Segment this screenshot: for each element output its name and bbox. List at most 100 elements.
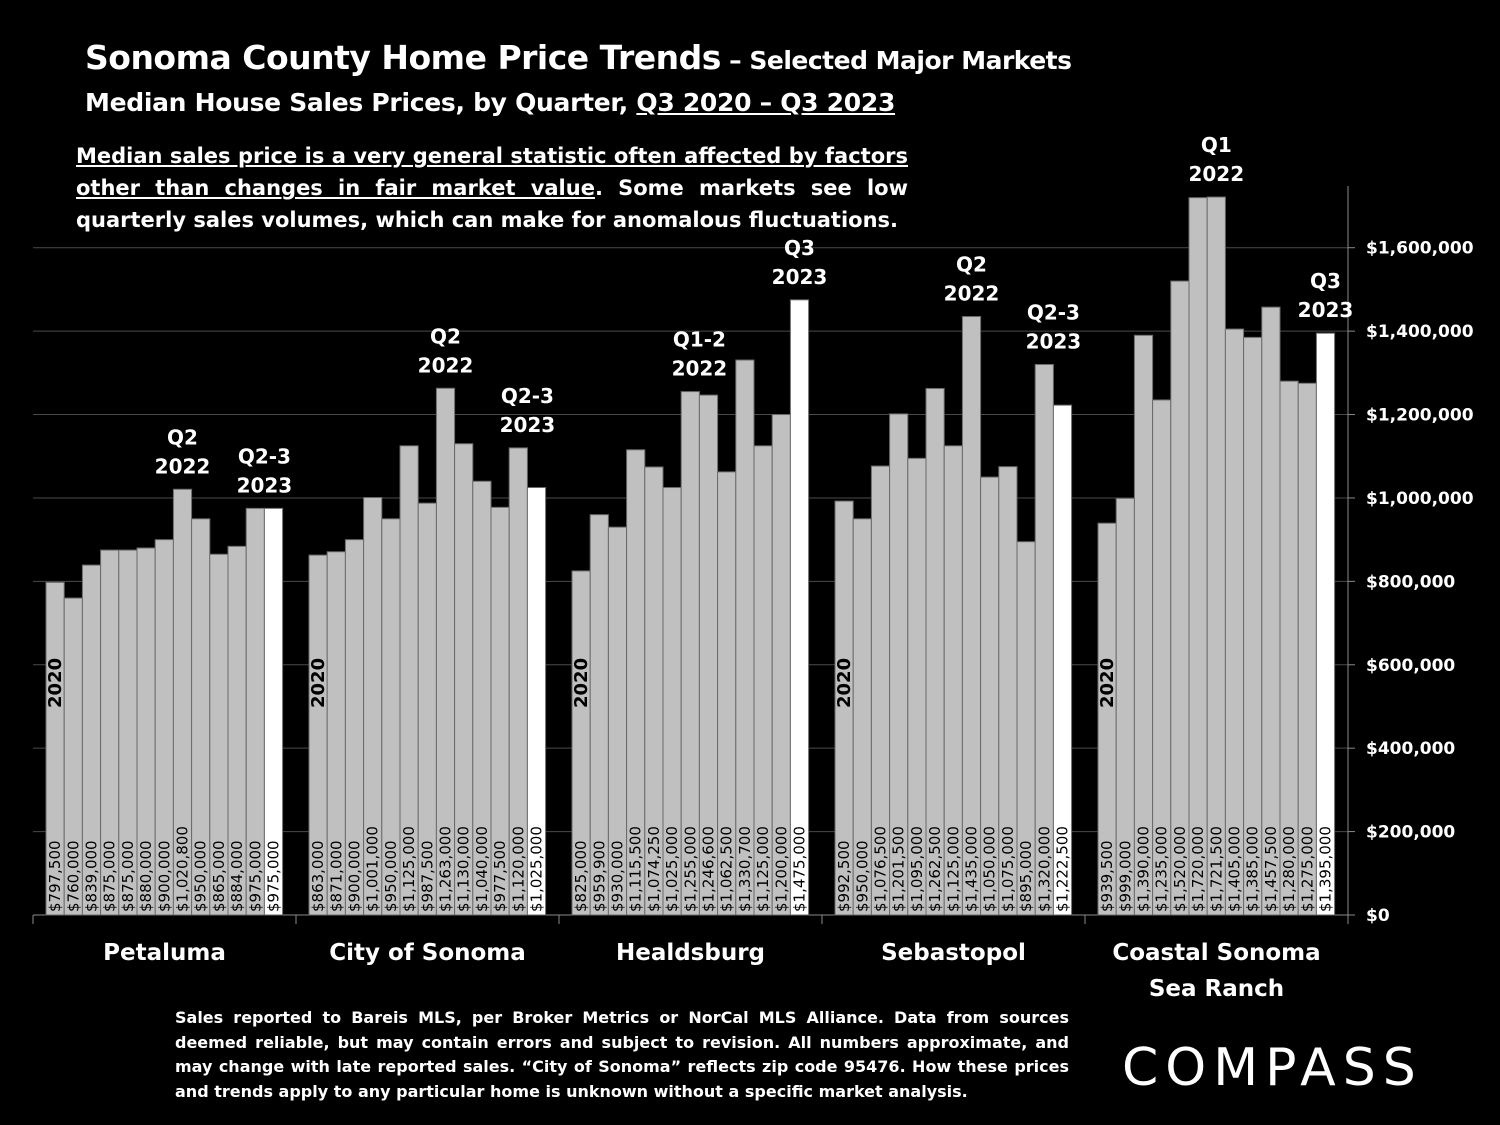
bar [1206, 196, 1226, 916]
bar-value-label: $1,040,000 [473, 826, 491, 912]
bar-value-label: $1,385,000 [1244, 826, 1262, 912]
bar [526, 487, 547, 916]
first-year-label: 2020 [45, 658, 66, 708]
bar [789, 299, 810, 916]
y-tick-label: $1,600,000 [1366, 239, 1474, 259]
quarter-annotation: 2023 [1026, 329, 1082, 353]
market-label: Healdsburg [616, 940, 765, 966]
bar-value-label: $1,200,000 [772, 826, 790, 912]
bar-value-label: $950,000 [192, 840, 210, 912]
bar-value-label: $1,125,000 [944, 826, 962, 912]
bar-value-label: $1,721,500 [1207, 826, 1225, 912]
quarter-annotation: 2023 [1298, 298, 1354, 322]
bar-value-label: $1,457,500 [1262, 826, 1280, 912]
bar-value-label: $1,125,000 [754, 826, 772, 912]
compass-logo: COMPASS [1122, 1038, 1423, 1098]
chart-title-main: Sonoma County Home Price Trends [85, 38, 721, 77]
bar-value-label: $863,000 [309, 840, 327, 912]
quarter-annotation: Q3 [1310, 269, 1341, 293]
bar-value-label: $1,262,500 [926, 826, 944, 912]
disclaimer-note: Median sales price is a very general sta… [76, 140, 908, 236]
y-tick-label: $1,400,000 [1366, 322, 1474, 342]
first-year-label: 2020 [308, 658, 329, 708]
bar-value-label: $900,000 [155, 840, 173, 912]
bar-value-label: $950,000 [853, 840, 871, 912]
bar-value-label: $1,475,000 [791, 826, 809, 912]
chart-title-sub: – Selected Major Markets [720, 46, 1072, 75]
quarter-annotation: Q2 [430, 324, 461, 348]
chart-subtitle-range: Q3 2020 – Q3 2023 [636, 88, 896, 117]
bar-value-label: $1,074,250 [645, 826, 663, 912]
bar-value-label: $1,435,000 [963, 826, 981, 912]
y-tick-label: $200,000 [1366, 823, 1455, 843]
bar-value-label: $760,000 [64, 840, 82, 912]
bar-value-label: $880,000 [137, 840, 155, 912]
bar-value-label: $1,025,000 [663, 826, 681, 912]
bar-value-label: $930,000 [609, 840, 627, 912]
chart-title: Sonoma County Home Price Trends – Select… [85, 38, 1072, 77]
bar-value-label: $950,000 [382, 840, 400, 912]
quarter-annotation: Q3 [784, 236, 815, 260]
y-tick-label: $1,000,000 [1366, 489, 1474, 509]
quarter-annotation: 2023 [500, 413, 556, 437]
quarter-annotation: 2022 [155, 454, 211, 478]
bar-value-label: $1,115,500 [627, 826, 645, 912]
bar-value-label: $797,500 [46, 840, 64, 912]
quarter-annotation: Q1-2 [673, 328, 726, 352]
quarter-annotation: Q2-3 [238, 444, 291, 468]
bar-value-label: $1,320,000 [1035, 826, 1053, 912]
bar-value-label: $992,500 [835, 840, 853, 912]
bar-value-label: $1,275,000 [1298, 826, 1316, 912]
bar-value-label: $939,500 [1098, 840, 1116, 912]
bar-value-label: $1,076,500 [872, 826, 890, 912]
bar-value-label: $865,000 [210, 840, 228, 912]
bar-value-label: $875,000 [101, 840, 119, 912]
bar-value-label: $1,001,000 [364, 826, 382, 912]
bar-value-label: $884,000 [228, 840, 246, 912]
bar-value-label: $900,000 [346, 840, 364, 912]
bar-value-label: $1,120,000 [509, 826, 527, 912]
bar-value-label: $1,125,000 [400, 826, 418, 912]
bar-value-label: $959,900 [590, 840, 608, 912]
bar [1170, 280, 1190, 916]
bar-value-label: $1,263,000 [437, 826, 455, 912]
market-label: Coastal Sonoma [1112, 940, 1320, 966]
bar [1315, 332, 1336, 916]
chart-subtitle: Median House Sales Prices, by Quarter, Q… [85, 88, 895, 117]
bar-value-label: $975,000 [246, 840, 264, 912]
bar-value-label: $1,330,700 [736, 826, 754, 912]
first-year-label: 2020 [834, 658, 855, 708]
bar-value-label: $1,130,000 [455, 826, 473, 912]
quarter-annotation: Q2 [167, 425, 198, 449]
market-label: Sebastopol [881, 940, 1026, 966]
quarter-annotation: Q1 [1201, 133, 1232, 157]
bar-value-label: $1,255,000 [681, 826, 699, 912]
bar-value-label: $1,025,000 [528, 826, 546, 912]
bar [961, 316, 982, 916]
bar-value-label: $975,000 [265, 840, 283, 912]
bar [263, 507, 284, 916]
bar-value-label: $875,000 [119, 840, 137, 912]
bar-value-label: $987,500 [418, 840, 436, 912]
source-footnote: Sales reported to Bareis MLS, per Broker… [175, 1008, 1069, 1101]
bar-value-label: $1,246,600 [700, 826, 718, 912]
bar [1261, 306, 1281, 916]
quarter-annotation: Q2-3 [501, 384, 554, 408]
bar-value-label: $895,000 [1017, 840, 1035, 912]
bar-value-label: $1,095,000 [908, 826, 926, 912]
quarter-annotation: 2022 [1188, 162, 1244, 186]
bar-value-label: $871,000 [327, 840, 345, 912]
bar-value-label: $1,395,000 [1317, 826, 1335, 912]
bar-value-label: $825,000 [572, 840, 590, 912]
y-tick-label: $0 [1366, 906, 1390, 926]
bar-value-label: $977,500 [491, 840, 509, 912]
bar-value-label: $1,405,000 [1226, 826, 1244, 912]
market-label: Petaluma [103, 940, 226, 966]
bar [1052, 404, 1073, 916]
bar [1188, 197, 1208, 916]
first-year-label: 2020 [1097, 658, 1118, 708]
quarter-annotation: 2022 [944, 282, 1000, 306]
bar-value-label: $1,222,500 [1054, 826, 1072, 912]
y-tick-label: $600,000 [1366, 656, 1455, 676]
bar-value-label: $1,390,000 [1135, 826, 1153, 912]
